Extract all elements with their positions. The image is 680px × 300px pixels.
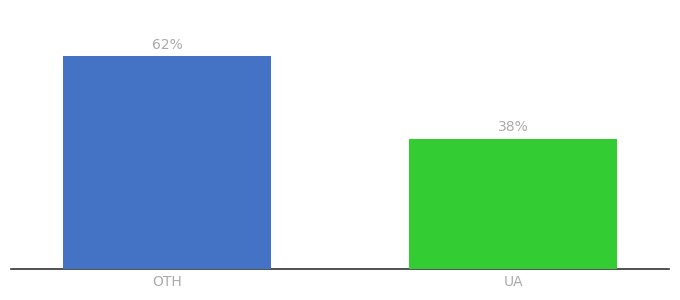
Bar [63,56,271,269]
Bar [409,139,617,269]
Text: 62%: 62% [152,38,182,52]
Text: 38%: 38% [498,120,528,134]
